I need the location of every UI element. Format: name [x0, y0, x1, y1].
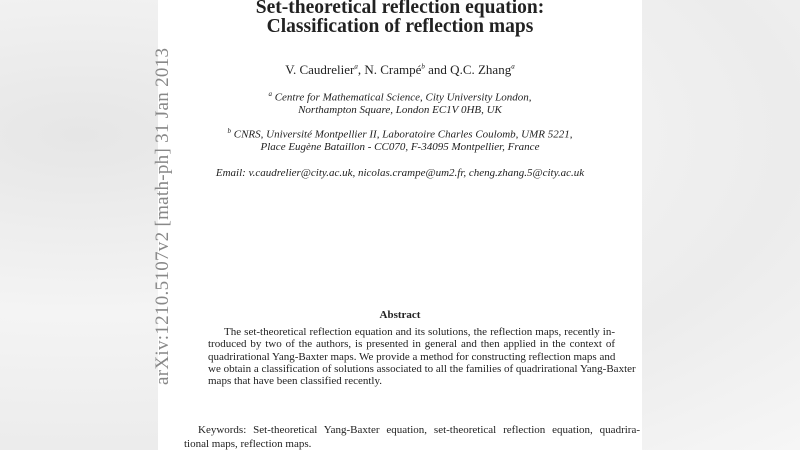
paper-title-line-1: Set-theoretical reflection equation:	[255, 0, 545, 18]
abstract-line: quadrirational Yang-Baxter maps. We prov…	[208, 351, 616, 363]
abstract-heading: Abstract	[379, 309, 421, 321]
abstract-line: The set-theoretical reflection equation …	[224, 326, 615, 338]
affiliation-b: b CNRS, Université Montpellier II, Labor…	[158, 127, 642, 141]
arxiv-stamp: arXiv:1210.5107v2 [math-ph] 31 Jan 2013	[152, 47, 173, 385]
author-2: , N. Crampé	[357, 62, 422, 77]
author-3: and Q.C. Zhang	[424, 62, 512, 77]
email: Email: v.caudrelier@city.ac.uk, nicolas.…	[215, 167, 585, 179]
affil-mark: a	[354, 62, 358, 71]
abstract-line: we obtain a classification of solutions …	[208, 363, 636, 375]
abstract-line: maps that have been classified recently.	[208, 375, 382, 387]
paper-title-line-2: Classification of reflection maps	[266, 16, 534, 37]
affiliation-line: Place Eugène Bataillon - CC070, F-34095 …	[260, 141, 540, 153]
affil-mark: b	[227, 127, 232, 135]
keywords-line: tional maps, reflection maps.	[184, 438, 312, 450]
affil-mark: a	[511, 62, 515, 71]
abstract-line: troduced by two of the authors, is prese…	[208, 338, 615, 350]
affiliation-line: Northampton Square, London EC1V 0HB, UK	[298, 104, 502, 116]
affiliation-a: a Centre for Mathematical Science, City …	[158, 90, 642, 104]
affil-mark: a	[268, 90, 272, 98]
keywords-line: Keywords: Set-theoretical Yang-Baxter eq…	[198, 424, 640, 436]
affil-mark: b	[421, 62, 425, 71]
affiliation-line: Centre for Mathematical Science, City Un…	[274, 91, 532, 104]
affiliation-line: CNRS, Université Montpellier II, Laborat…	[233, 128, 573, 141]
authors: V. Caudreliera, N. Crampéb and Q.C. Zhan…	[158, 62, 642, 78]
author-1: V. Caudrelier	[285, 62, 355, 77]
paper-page: Set-theoretical reflection equation: Cla…	[158, 0, 642, 450]
